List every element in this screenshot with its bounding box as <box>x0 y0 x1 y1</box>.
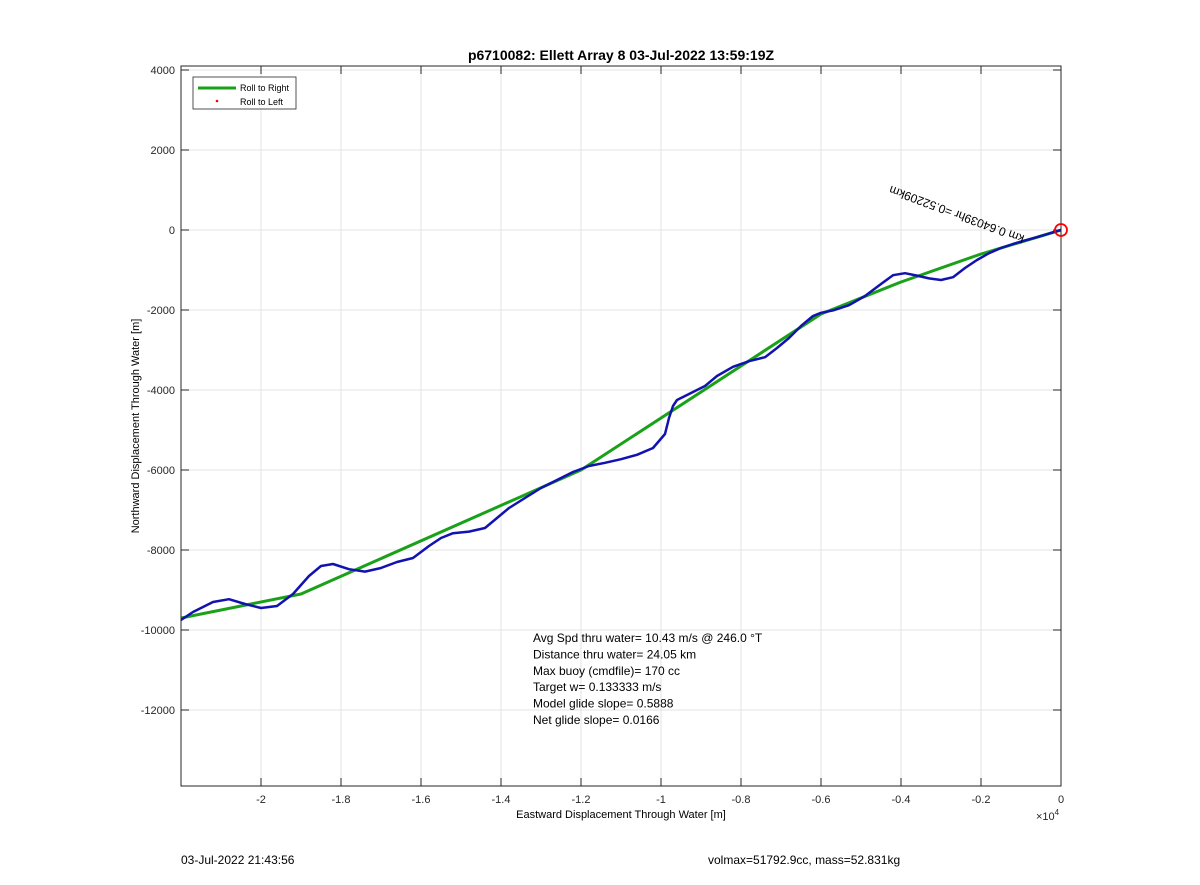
stats-line: Net glide slope= 0.0166 <box>533 713 660 727</box>
x-tick-label: -0.4 <box>892 794 911 806</box>
y-tick-label: -4000 <box>147 385 175 397</box>
x-exponent-base: ×10 <box>1036 811 1055 823</box>
y-tick-label: -12000 <box>141 705 175 717</box>
chart-title: p6710082: Ellett Array 8 03-Jul-2022 13:… <box>468 47 775 63</box>
x-tick-label: -1.2 <box>572 794 591 806</box>
x-tick-labels: -2 -1.8 -1.6 -1.4 -1.2 -1 -0.8 -0.6 -0.4 -0.2 0 <box>256 794 1064 806</box>
x-exponent: ×104 <box>1036 808 1060 823</box>
series-dive-track-line <box>181 228 1061 622</box>
stats-line: Distance thru water= 24.05 km <box>533 647 696 661</box>
legend-marker-roll-left <box>215 99 219 103</box>
x-tick-label: -0.6 <box>812 794 831 806</box>
x-tick-label: -1 <box>656 794 666 806</box>
start-marker-circle <box>1054 223 1068 237</box>
y-tick-label: -2000 <box>147 305 175 317</box>
x-tick-label: -1.6 <box>412 794 431 806</box>
y-tick-label: 4000 <box>151 65 175 77</box>
legend-label-roll-left: Roll to Left <box>240 97 284 107</box>
y-tick-label: 0 <box>169 225 175 237</box>
x-tick-label: -0.8 <box>732 794 751 806</box>
stats-line: Model glide slope= 0.5888 <box>533 697 674 711</box>
x-tick-label: -1.4 <box>492 794 511 806</box>
legend-label-roll-right: Roll to Right <box>240 83 290 93</box>
footer-volmax-mass: volmax=51792.9cc, mass=52.831kg <box>708 853 901 867</box>
x-exponent-power: 4 <box>1055 808 1060 817</box>
x-tick-label: -2 <box>256 794 266 806</box>
y-tick-label: 2000 <box>151 145 175 157</box>
stats-line: Target w= 0.133333 m/s <box>533 680 661 694</box>
stats-line: Max buoy (cmdfile)= 170 cc <box>533 664 680 678</box>
y-tick-label: -10000 <box>141 625 175 637</box>
plot-frame <box>180 65 1062 787</box>
x-tick-label: -0.2 <box>972 794 991 806</box>
stats-annotation: Avg Spd thru water= 10.43 m/s @ 246.0 °T… <box>533 631 763 727</box>
x-axis-label: Eastward Displacement Through Water [m] <box>516 809 726 821</box>
y-axis-label: Northward Displacement Through Water [m] <box>130 319 142 534</box>
footer-timestamp: 03-Jul-2022 21:43:56 <box>181 853 295 867</box>
x-tick-label: 0 <box>1058 794 1064 806</box>
y-tick-label: -8000 <box>147 545 175 557</box>
series-layer <box>181 228 1061 622</box>
plot-area <box>181 66 1061 786</box>
y-tick-label: -6000 <box>147 465 175 477</box>
tick-marks <box>181 66 1062 786</box>
y-tick-labels: 4000 2000 0 -2000 -4000 -6000 -8000 -10000 -1200… <box>141 65 175 717</box>
x-tick-label: -1.8 <box>332 794 351 806</box>
stats-line: Avg Spd thru water= 10.43 m/s @ 246.0 °T <box>533 631 763 645</box>
legend-box <box>192 76 297 110</box>
legend: Roll to Right Roll to Left <box>192 76 297 110</box>
